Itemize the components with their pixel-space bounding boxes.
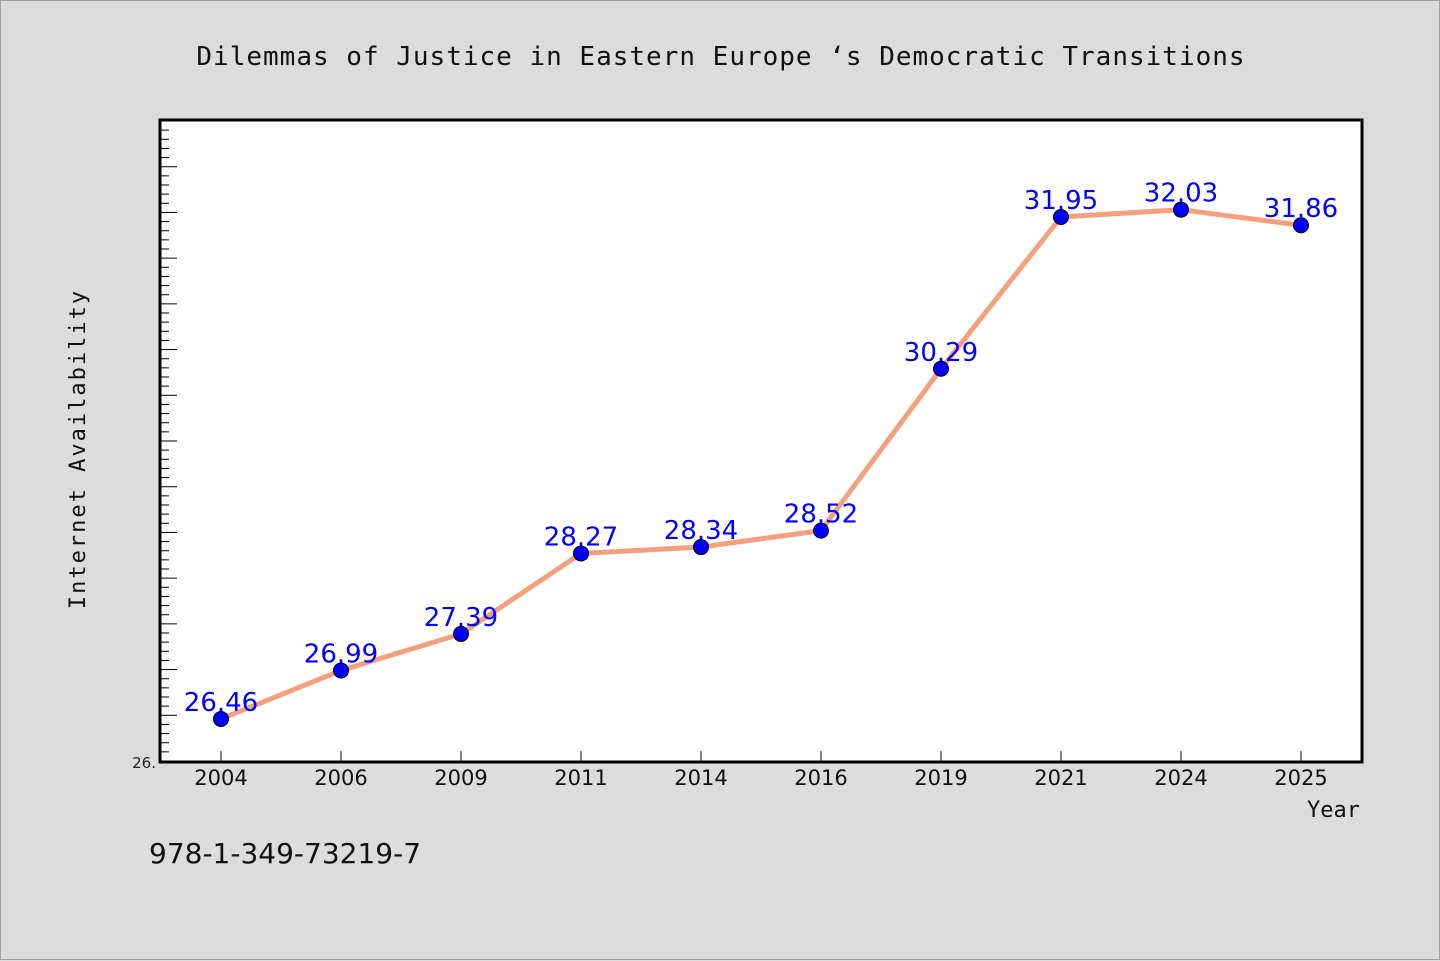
data-label: 27.39 <box>424 603 498 633</box>
data-label: 26.99 <box>304 639 378 669</box>
data-point <box>333 662 349 679</box>
data-point <box>453 625 469 642</box>
data-point <box>933 360 949 377</box>
x-axis-ticks: 2004 2006 2009 2011 2014 2016 2019 2021 2024 2025 <box>194 751 1328 790</box>
data-point <box>213 710 229 727</box>
x-tick-label: 2024 <box>1154 766 1207 790</box>
data-point <box>1053 209 1069 225</box>
data-labels: 26.46 26.99 27.39 28.27 28.34 28.52 30.29 31.95… <box>184 179 1338 718</box>
series-line <box>218 207 1304 722</box>
data-label: 28.27 <box>544 522 618 552</box>
x-tick-label: 2011 <box>554 766 607 790</box>
x-tick-label: 2025 <box>1274 766 1327 790</box>
x-tick-label: 2006 <box>314 766 367 790</box>
y-axis-ticks <box>161 120 177 762</box>
isbn-text: 978-1-349-73219-7 <box>149 837 421 870</box>
x-tick-label: 2016 <box>794 766 847 790</box>
series-markers <box>213 201 1309 727</box>
data-point <box>573 545 589 562</box>
data-label: 26.46 <box>184 688 258 718</box>
x-tick-label: 2019 <box>914 766 967 790</box>
data-label: 32.03 <box>1144 179 1218 209</box>
data-label: 30.29 <box>904 338 978 368</box>
x-tick-label: 2009 <box>434 766 487 790</box>
data-point <box>1293 217 1309 234</box>
x-tick-label: 2021 <box>1034 766 1087 790</box>
x-tick-label: 2004 <box>194 766 247 790</box>
y-tick-label: 26. <box>132 754 156 772</box>
data-label: 28.52 <box>784 500 858 530</box>
x-axis-title: Year <box>1307 798 1360 823</box>
y-axis-title: Internet Availability <box>66 289 91 609</box>
data-point <box>813 522 829 539</box>
data-point <box>693 539 709 556</box>
plot-area <box>158 118 1364 764</box>
chart-title: Dilemmas of Justice in Eastern Europe ‘s… <box>196 42 1245 72</box>
data-point <box>1173 201 1189 218</box>
data-label: 31.95 <box>1024 186 1098 216</box>
x-tick-label: 2014 <box>674 766 727 790</box>
data-label: 28.34 <box>664 516 738 546</box>
data-label: 31.86 <box>1264 194 1338 224</box>
